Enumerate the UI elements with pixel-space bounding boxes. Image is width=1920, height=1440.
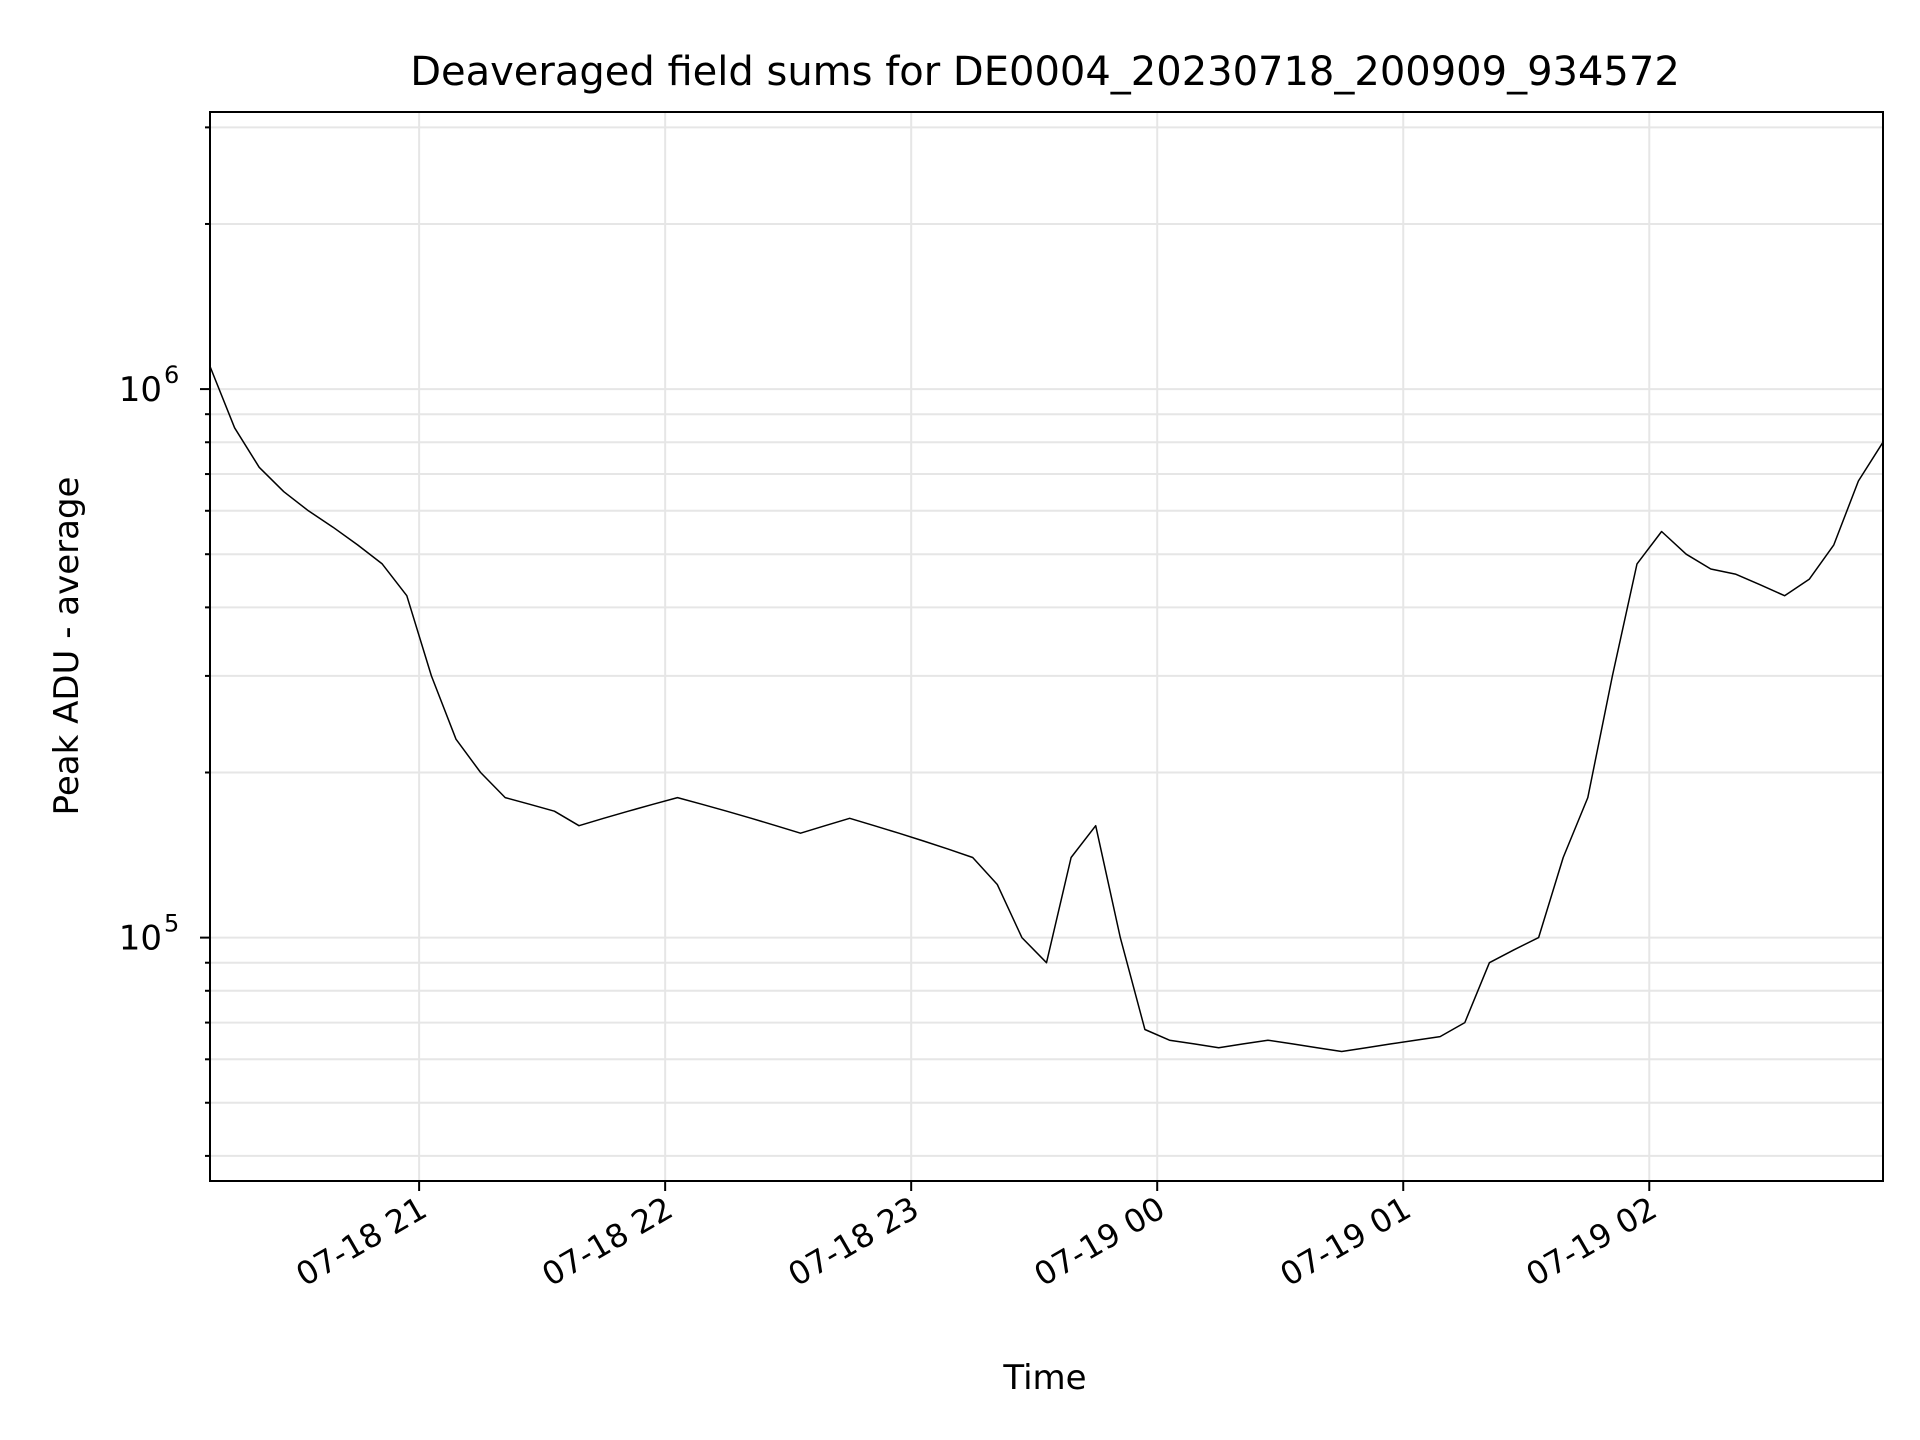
y-tick-label: 10 [119, 370, 162, 410]
y-axis-label: Peak ADU - average [47, 477, 87, 816]
y-tick-exponent: 5 [164, 910, 179, 938]
plot-frame [209, 111, 1884, 1182]
y-tick-label: 10 [119, 919, 162, 959]
chart-title: Deaveraged field sums for DE0004_2023071… [410, 49, 1680, 95]
x-axis-label: Time [1002, 1358, 1086, 1398]
y-tick-exponent: 6 [164, 361, 179, 389]
grid-lines [210, 112, 1883, 1181]
series-line [209, 366, 1884, 1053]
series-layer [209, 366, 1884, 1053]
